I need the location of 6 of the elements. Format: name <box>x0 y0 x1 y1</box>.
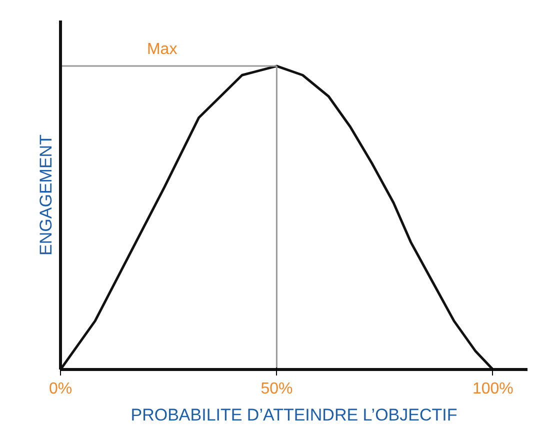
ref-line-label: Max <box>146 41 178 58</box>
y-axis-title: ENGAGEMENT <box>36 134 56 256</box>
x-tick-label: 100% <box>472 380 514 398</box>
x-tick-label: 50% <box>260 380 293 398</box>
x-tick-label: 0% <box>48 380 72 398</box>
x-axis-title: PROBABILITE D’ATTEINDRE L’OBJECTIF <box>130 406 458 424</box>
